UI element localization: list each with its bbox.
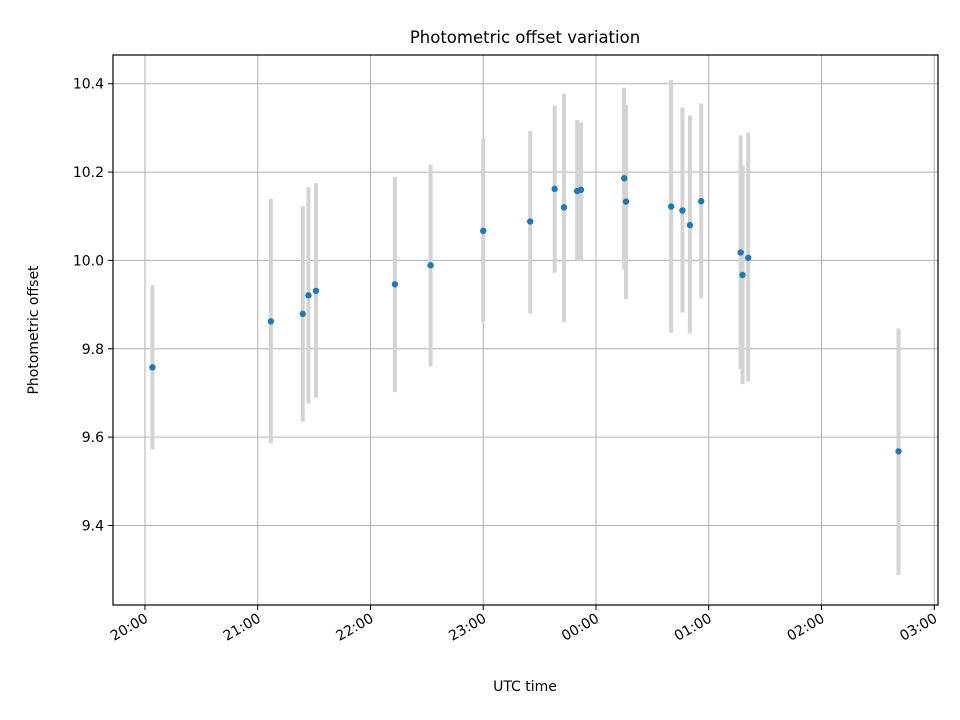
y-tick-label: 9.6 [82, 430, 104, 446]
data-point [622, 198, 630, 205]
data-point [667, 203, 675, 210]
data-point [679, 207, 686, 214]
y-tick-label: 9.8 [82, 342, 104, 358]
data-point [299, 310, 307, 318]
plot-frame [112, 54, 939, 606]
data-point [895, 448, 902, 455]
data-point [560, 204, 568, 211]
x-gridlines [144, 55, 935, 605]
data-point [391, 281, 399, 288]
x-tick-label: 02:00 [785, 611, 828, 645]
x-tick-label: 23:00 [446, 611, 489, 645]
x-tick-label: 01:00 [672, 611, 715, 645]
x-tick-label: 22:00 [334, 611, 377, 645]
data-point [480, 227, 487, 235]
x-tick-label: 21:00 [221, 611, 264, 645]
chart-title: Photometric offset variation [410, 28, 640, 47]
x-tick-label: 03:00 [897, 611, 940, 645]
y-axis-label: Photometric offset [26, 265, 42, 395]
y-tick-label: 9.4 [82, 518, 104, 534]
data-point [686, 221, 694, 229]
x-tick-label: 00:00 [559, 611, 602, 645]
y-tick-label: 10.4 [73, 77, 104, 93]
data-point [427, 262, 434, 269]
data-point [526, 218, 534, 225]
data-point [305, 292, 312, 299]
x-tick-label: 20:00 [108, 611, 151, 645]
data-point [551, 185, 558, 193]
data-point [312, 287, 320, 295]
data-point [737, 249, 744, 256]
data-point [577, 186, 585, 193]
x-axis-ticks: 20:00 21:00 22:00 23:00 00:00 01:00 02:00 03:00 [108, 605, 940, 645]
data-points [149, 175, 902, 455]
y-tick-label: 10.2 [73, 165, 104, 181]
data-point [739, 271, 746, 279]
data-point [698, 198, 705, 205]
x-axis-label: UTC time [493, 679, 557, 695]
data-point [744, 254, 752, 261]
error-bars [150, 80, 901, 575]
data-point [149, 364, 156, 371]
data-point [620, 175, 628, 182]
data-point [267, 318, 275, 325]
y-gridlines [113, 83, 938, 526]
y-axis-ticks: 9.4 9.6 9.8 10.0 10.2 10.4 [73, 77, 113, 534]
y-tick-label: 10.0 [73, 253, 104, 269]
